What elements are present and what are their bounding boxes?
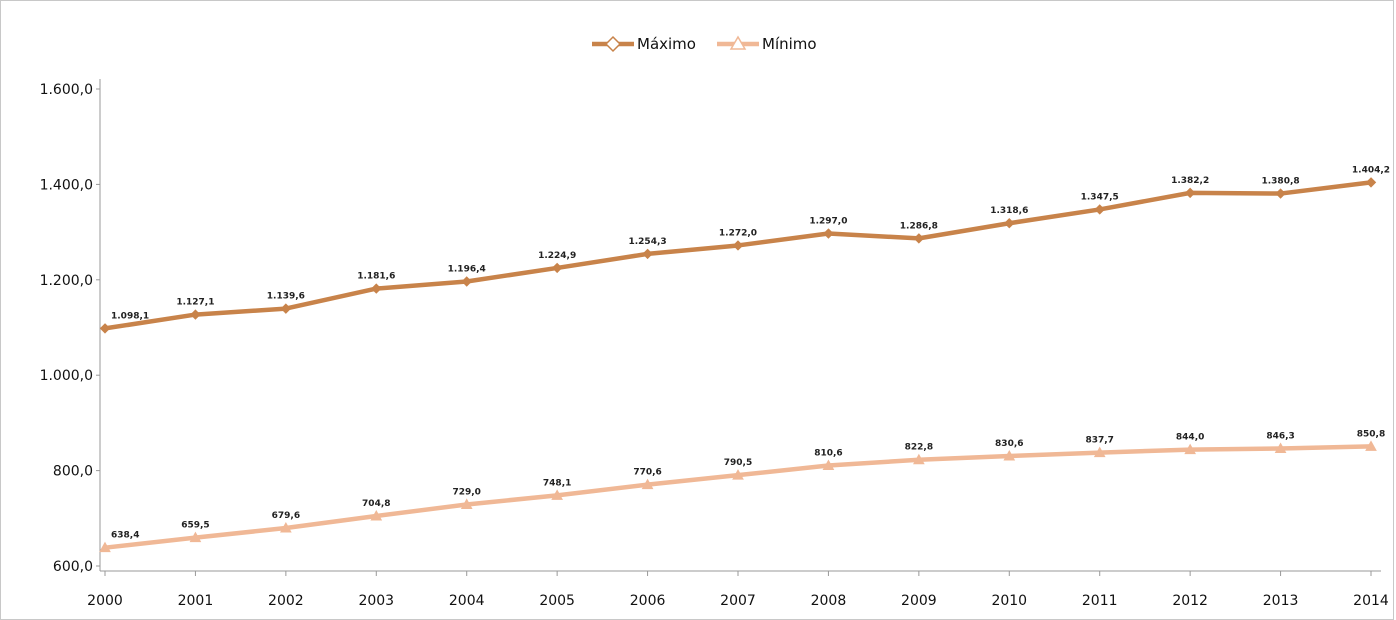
x-tick-label: 2011 xyxy=(1082,593,1118,609)
data-point xyxy=(1275,188,1286,199)
data-label: 1.404,2 xyxy=(1352,165,1390,175)
x-tick-label: 2008 xyxy=(811,593,847,609)
x-tick-label: 2003 xyxy=(358,593,394,609)
data-label: 1.139,6 xyxy=(267,292,305,302)
data-point xyxy=(1003,449,1016,461)
data-point xyxy=(1274,442,1287,454)
y-tick-label: 1.000,0 xyxy=(40,368,93,384)
data-point xyxy=(99,541,111,553)
data-point xyxy=(822,459,835,471)
data-point xyxy=(189,531,202,543)
data-label: 1.127,1 xyxy=(176,298,214,308)
x-tick-label: 2000 xyxy=(87,593,123,609)
data-label: 822,8 xyxy=(905,443,933,453)
legend-item: Mínimo xyxy=(717,35,817,53)
legend-marker xyxy=(604,35,622,53)
data-point xyxy=(1004,218,1015,229)
y-axis: 600,0 800,0 1.000,0 1.200,0 1.400,0 1.600,0 xyxy=(40,79,101,575)
x-tick-label: 2001 xyxy=(178,593,214,609)
data-point xyxy=(913,233,925,244)
data-label: 1.181,6 xyxy=(357,272,395,282)
x-tick-label: 2014 xyxy=(1353,593,1389,609)
data-point xyxy=(280,303,292,314)
x-tick-label: 2007 xyxy=(720,593,756,609)
data-point xyxy=(823,228,834,239)
series-line xyxy=(102,180,1374,331)
data-label: 729,0 xyxy=(452,487,480,497)
data-point xyxy=(1184,443,1196,455)
data-label: 830,6 xyxy=(995,439,1023,449)
data-point xyxy=(1365,440,1377,451)
data-label: 844,0 xyxy=(1176,433,1204,443)
y-tick-label: 1.400,0 xyxy=(40,177,93,193)
series-minimo: 638,4 659,5 679,6 704,8 729,0 748,1 770,6 790,5… xyxy=(99,429,1385,553)
legend: Máximo Mínimo xyxy=(592,35,817,53)
y-tick-label: 1.600,0 xyxy=(40,82,93,98)
data-label: 1.380,8 xyxy=(1261,177,1299,187)
data-label: 1.297,0 xyxy=(809,217,847,227)
data-label: 1.224,9 xyxy=(538,251,576,261)
x-tick-label: 2006 xyxy=(630,593,666,609)
data-label: 679,6 xyxy=(272,511,300,521)
data-label: 638,4 xyxy=(111,531,139,541)
data-point xyxy=(1093,446,1106,458)
legend-label: Máximo xyxy=(637,35,696,53)
data-point xyxy=(732,469,744,480)
legend-label: Mínimo xyxy=(762,35,817,53)
data-label: 846,3 xyxy=(1266,432,1294,442)
x-tick-label: 2002 xyxy=(268,593,304,609)
data-label: 770,6 xyxy=(633,468,661,478)
data-label: 810,6 xyxy=(814,449,842,459)
data-label: 837,7 xyxy=(1085,436,1113,446)
data-point xyxy=(460,498,473,509)
data-point xyxy=(642,248,653,260)
data-point xyxy=(551,489,563,500)
data-label: 1.318,6 xyxy=(990,206,1028,216)
x-axis: 2000 2001 2002 2003 2004 2005 2006 2007 2008 2009… xyxy=(87,570,1389,609)
y-tick-label: 600,0 xyxy=(53,559,93,575)
data-point xyxy=(1365,177,1377,188)
series-maximo: 1.098,1 1.127,1 1.139,6 1.181,6 1.196,4 1.224… xyxy=(99,165,1390,334)
data-point xyxy=(1094,204,1105,215)
legend-marker xyxy=(729,35,747,50)
y-tick-label: 800,0 xyxy=(53,464,93,480)
data-point xyxy=(732,240,744,251)
x-tick-label: 2012 xyxy=(1172,593,1208,609)
x-tick-label: 2004 xyxy=(449,593,485,609)
data-point xyxy=(280,522,292,533)
data-label: 1.347,5 xyxy=(1081,192,1119,202)
data-label: 850,8 xyxy=(1357,429,1385,439)
data-label: 1.098,1 xyxy=(111,311,149,321)
data-label: 704,8 xyxy=(362,499,390,509)
data-point xyxy=(1184,187,1196,199)
y-tick-label: 1.200,0 xyxy=(40,273,93,289)
series-layer: 1.098,1 1.127,1 1.139,6 1.181,6 1.196,4 1.224… xyxy=(99,165,1390,553)
x-tick-label: 2005 xyxy=(539,593,575,609)
data-point xyxy=(371,283,382,294)
data-point xyxy=(913,453,925,465)
x-tick-label: 2010 xyxy=(991,593,1027,609)
data-label: 1.286,8 xyxy=(900,221,938,231)
data-point xyxy=(641,478,654,490)
legend-item: Máximo xyxy=(592,35,696,53)
data-label: 790,5 xyxy=(724,458,752,468)
data-point xyxy=(190,309,201,320)
x-tick-label: 2009 xyxy=(901,593,937,609)
data-point xyxy=(461,276,472,287)
data-point xyxy=(99,323,111,334)
data-label: 659,5 xyxy=(181,521,209,531)
x-tick-label: 2013 xyxy=(1263,593,1299,609)
data-label: 1.254,3 xyxy=(628,237,666,247)
data-point xyxy=(551,262,563,274)
data-label: 748,1 xyxy=(543,478,571,488)
data-label: 1.382,2 xyxy=(1171,176,1209,186)
data-label: 1.272,0 xyxy=(719,228,757,238)
data-point xyxy=(370,509,383,521)
data-label: 1.196,4 xyxy=(448,265,486,275)
